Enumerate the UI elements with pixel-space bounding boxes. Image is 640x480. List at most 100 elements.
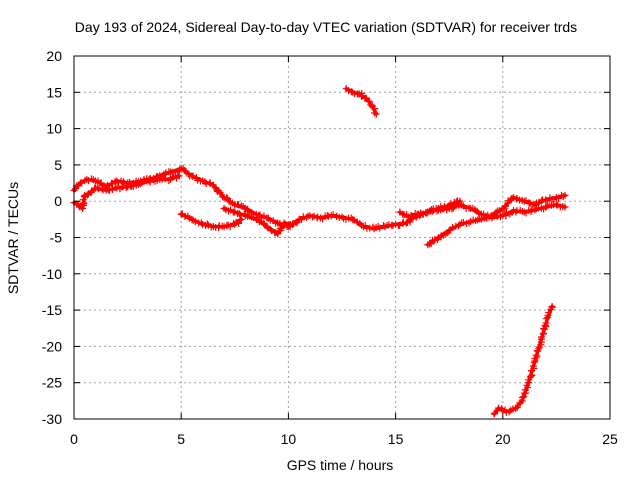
data-marker	[191, 218, 199, 226]
data-marker	[323, 212, 331, 220]
data-marker	[374, 223, 382, 231]
data-marker	[122, 184, 130, 192]
data-marker	[501, 202, 509, 210]
data-marker	[483, 214, 491, 222]
data-marker	[422, 209, 430, 217]
data-marker	[518, 207, 526, 215]
data-marker	[548, 303, 556, 311]
data-marker	[245, 208, 253, 216]
data-marker	[335, 213, 343, 221]
data-marker	[502, 408, 510, 416]
data-marker	[153, 176, 161, 184]
data-marker	[474, 216, 482, 224]
data-marker	[84, 190, 92, 198]
data-marker	[239, 203, 247, 211]
data-marker	[197, 219, 205, 227]
data-marker	[143, 177, 151, 185]
data-marker	[512, 208, 520, 216]
data-marker	[403, 211, 411, 219]
data-marker	[449, 223, 457, 231]
data-marker	[119, 183, 127, 191]
series-track-1	[70, 164, 569, 233]
data-marker	[325, 212, 333, 220]
data-marker	[406, 218, 414, 226]
x-tick-label: 0	[70, 431, 78, 447]
data-marker	[111, 183, 119, 191]
data-marker	[542, 315, 550, 323]
data-marker	[407, 211, 415, 219]
data-marker	[237, 202, 245, 210]
data-point	[456, 220, 464, 228]
data-marker	[234, 201, 242, 209]
data-marker	[132, 181, 140, 189]
x-axis-label: GPS time / hours	[287, 457, 394, 473]
data-marker	[136, 180, 144, 188]
data-marker	[180, 167, 188, 175]
y-tick-label: -10	[42, 266, 62, 282]
y-tick-label: 20	[46, 48, 62, 64]
data-marker	[432, 204, 440, 212]
y-tick-label: -5	[50, 230, 63, 246]
y-tick-label: 10	[46, 121, 62, 137]
data-marker	[196, 177, 204, 185]
data-marker	[83, 191, 91, 199]
series-track-4	[220, 204, 297, 238]
data-marker	[493, 407, 501, 415]
data-marker	[203, 220, 211, 228]
data-marker	[465, 219, 473, 227]
data-marker	[235, 219, 243, 227]
data-marker	[408, 213, 416, 221]
data-marker	[427, 240, 435, 248]
data-marker	[529, 200, 537, 208]
data-marker	[104, 181, 112, 189]
x-tick-label: 20	[495, 431, 511, 447]
data-marker	[530, 358, 538, 366]
data-point	[505, 408, 513, 416]
data-marker	[206, 179, 214, 187]
data-marker	[475, 209, 483, 217]
data-marker	[260, 212, 268, 220]
data-marker	[376, 224, 384, 232]
x-tick-label: 25	[602, 431, 618, 447]
data-marker	[304, 212, 312, 220]
data-marker	[454, 197, 462, 205]
data-marker	[523, 381, 531, 389]
data-marker	[528, 206, 536, 214]
chart-title: Day 193 of 2024, Sidereal Day-to-day VTE…	[75, 19, 577, 35]
data-marker	[497, 207, 505, 215]
data-marker	[513, 404, 521, 412]
data-marker	[411, 210, 419, 218]
data-marker	[539, 196, 547, 204]
data-marker	[105, 186, 113, 194]
data-series	[70, 85, 569, 418]
data-marker	[516, 399, 524, 407]
data-marker	[129, 182, 137, 190]
data-marker	[176, 166, 184, 174]
data-marker	[250, 214, 258, 222]
data-marker	[293, 218, 301, 226]
data-marker	[98, 185, 106, 193]
grid-lines	[74, 56, 610, 419]
data-marker	[365, 97, 373, 105]
data-marker	[272, 229, 280, 237]
data-marker	[497, 405, 505, 413]
data-point	[349, 215, 357, 223]
data-marker	[532, 351, 540, 359]
data-marker	[452, 198, 460, 206]
data-marker	[229, 208, 237, 216]
data-marker	[529, 362, 537, 370]
data-marker	[518, 394, 526, 402]
data-marker	[236, 211, 244, 219]
data-marker	[89, 176, 97, 184]
data-marker	[399, 219, 407, 227]
data-marker	[173, 174, 181, 182]
data-marker	[228, 199, 236, 207]
data-marker	[475, 215, 483, 223]
series-track-2	[70, 172, 183, 212]
axis-ticks: 0 5 10 15 20 25 -30 -25 -20 -15 -10 -5 0 5 10 15 20	[42, 48, 618, 447]
series-track-3	[177, 210, 245, 232]
x-tick-label: 15	[388, 431, 404, 447]
series-track-5	[342, 85, 380, 118]
series-track-6	[396, 197, 464, 221]
data-marker	[555, 194, 562, 202]
